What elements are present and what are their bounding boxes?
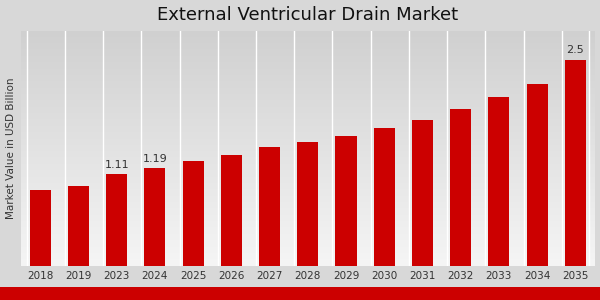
- Y-axis label: Market Value in USD Billion: Market Value in USD Billion: [5, 78, 16, 219]
- Bar: [221, 154, 242, 266]
- Text: 2.5: 2.5: [566, 45, 584, 56]
- Bar: [488, 97, 509, 266]
- Bar: [412, 120, 433, 266]
- Bar: [106, 174, 127, 266]
- Bar: [374, 128, 395, 266]
- Bar: [68, 186, 89, 266]
- Bar: [145, 168, 166, 266]
- Bar: [259, 147, 280, 266]
- Title: External Ventricular Drain Market: External Ventricular Drain Market: [157, 6, 458, 24]
- Text: 1.19: 1.19: [143, 154, 167, 164]
- Bar: [565, 60, 586, 266]
- Bar: [335, 136, 356, 266]
- Bar: [527, 84, 548, 266]
- Text: 1.11: 1.11: [104, 160, 129, 170]
- Bar: [182, 161, 203, 266]
- Bar: [30, 190, 51, 266]
- Bar: [297, 142, 318, 266]
- Bar: [450, 109, 471, 266]
